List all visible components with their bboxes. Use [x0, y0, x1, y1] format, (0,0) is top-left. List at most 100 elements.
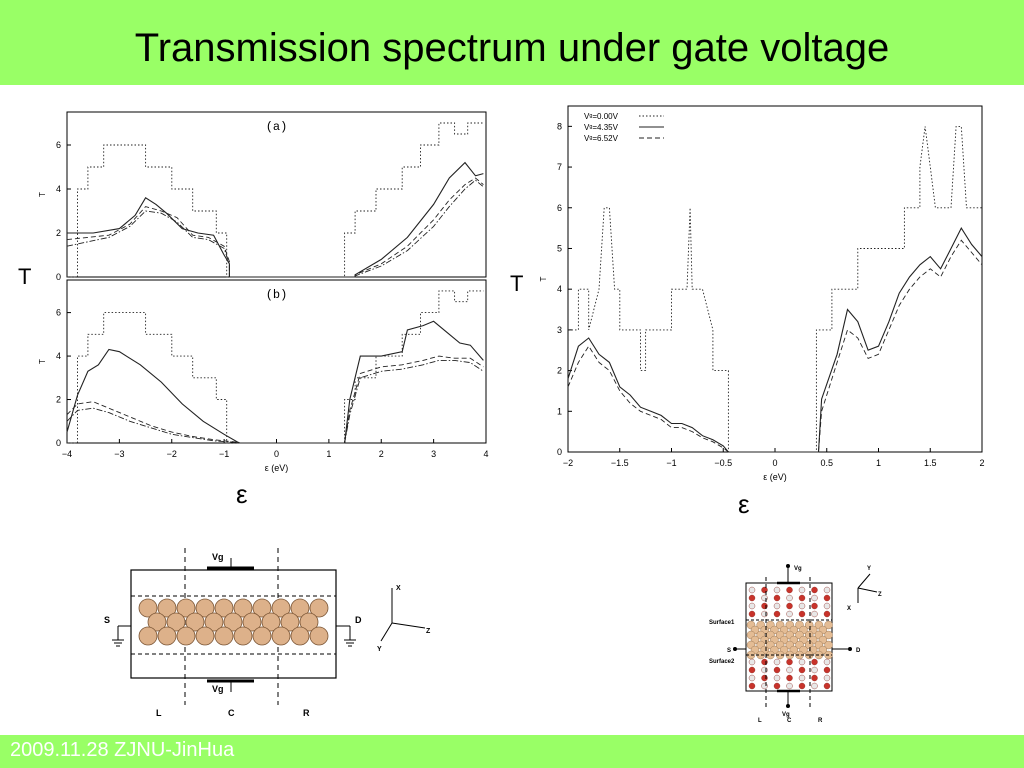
crystal-lattice	[746, 586, 833, 690]
x-tick-label: 2	[979, 458, 984, 468]
atom	[176, 598, 196, 618]
atom	[290, 626, 310, 646]
series-line-1	[567, 226, 983, 453]
lattice-atom-top	[786, 586, 793, 594]
lattice-atom-top	[798, 586, 806, 594]
x-tick-label: −4	[62, 449, 72, 459]
lattice-atom-middle	[824, 630, 833, 640]
x-tick-label: −3	[114, 449, 124, 459]
lattice-atom-bottom	[798, 666, 806, 674]
series-line-3	[66, 179, 484, 278]
y-axis-label: T	[38, 192, 47, 197]
y-tick-label: 4	[56, 184, 61, 194]
atom	[214, 598, 234, 618]
lattice-atom-top	[761, 602, 768, 610]
lattice-atom-top	[761, 610, 768, 618]
lattice-atom-bottom	[748, 658, 756, 666]
lattice-atom-top	[786, 594, 793, 602]
lattice-atom-middle	[824, 620, 833, 630]
x-tick-label: 1	[326, 449, 331, 459]
device-diagram-right: Vg Vg Surface1 Surface2 S D L C R Y Z X	[709, 564, 882, 724]
svg-text:Z: Z	[878, 592, 882, 598]
vg-top-label: Vg	[212, 552, 224, 562]
x-tick-label: 0	[772, 458, 777, 468]
svg-text:Y: Y	[377, 646, 382, 653]
device-diagram-left: Vg Vg S D L C R X Z Y	[104, 548, 431, 718]
lattice-atom-bottom	[823, 666, 831, 674]
chart-panel-a: 0 2 4 6 T (a)	[38, 111, 487, 282]
atom	[195, 626, 215, 646]
atom	[138, 626, 158, 646]
y-tick-label: 7	[557, 162, 562, 172]
plot-frame	[66, 111, 487, 278]
chart-right: 0 1 2 3 4 5 6 7 8 −2 −1.5 −1 −0.5 0 0.5 1 1.5 2 Tε (eV) Vᵍ=…	[539, 105, 985, 482]
legend-label-0: Vᵍ=0.00V	[584, 112, 619, 121]
atom	[147, 612, 167, 632]
legend-label-1: Vᵍ=4.35V	[584, 123, 619, 132]
lattice-atom-top	[761, 594, 768, 602]
atom	[280, 612, 300, 632]
atom	[138, 598, 158, 618]
series-line-0	[568, 125, 982, 453]
lattice-atom-top	[811, 586, 818, 594]
lattice-atom-bottom	[748, 682, 756, 690]
lattice-atom-bottom	[811, 674, 818, 682]
atom	[252, 626, 272, 646]
x-tick-label: 3	[431, 449, 436, 459]
atom	[271, 626, 291, 646]
y-tick-label: 3	[557, 325, 562, 335]
lattice-atom-bottom	[748, 674, 756, 682]
slide-title: Transmission spectrum under gate voltage	[134, 26, 890, 70]
atom	[271, 598, 291, 618]
surface2-label: Surface2	[709, 659, 735, 665]
svg-text:D: D	[856, 648, 861, 654]
lattice-atom-bottom	[798, 682, 806, 690]
y-axis-label: T	[539, 276, 548, 281]
svg-text:S: S	[727, 648, 731, 654]
y-tick-label: 1	[557, 406, 562, 416]
lattice-atom-middle	[824, 640, 833, 650]
series-line-2	[66, 177, 484, 278]
atom	[299, 612, 319, 632]
lattice-atom-bottom	[823, 682, 831, 690]
svg-text:X: X	[396, 585, 401, 592]
lattice-atom-bottom	[823, 658, 831, 666]
svg-text:R: R	[818, 718, 823, 724]
atom	[309, 626, 329, 646]
svg-text:L: L	[758, 718, 762, 724]
y-tick-label: 0	[56, 272, 61, 282]
y-tick-label: 6	[557, 203, 562, 213]
atom	[290, 598, 310, 618]
x-tick-label: −2	[563, 458, 573, 468]
y-axis-label: T	[38, 359, 47, 364]
lattice-atom-top	[761, 586, 768, 594]
source-label: S	[104, 615, 110, 625]
surface1-label: Surface1	[709, 620, 735, 626]
lattice-atom-top	[748, 594, 756, 602]
atom	[252, 598, 272, 618]
lattice-atom-bottom	[773, 682, 781, 690]
x-tick-label: 1.5	[924, 458, 937, 468]
y-tick-label: 6	[56, 308, 61, 318]
x-tick-label: 0.5	[820, 458, 833, 468]
lattice-atom-bottom	[773, 674, 781, 682]
y-tick-label: 2	[56, 395, 61, 405]
series-line-0	[67, 290, 484, 444]
right-epsilon-label: ε	[738, 489, 750, 519]
x-tick-label: −1.5	[611, 458, 629, 468]
y-tick-label: 2	[56, 228, 61, 238]
lattice-atom-top	[823, 602, 831, 610]
lattice-atom-bottom	[798, 674, 806, 682]
lattice-atom-top	[798, 610, 806, 618]
lattice-atom-top	[823, 586, 831, 594]
atom	[185, 612, 205, 632]
panel-label: (a)	[266, 120, 288, 134]
lattice-atom-bottom	[773, 666, 781, 674]
lattice-atom-top	[798, 602, 806, 610]
device-frame	[130, 569, 337, 679]
lattice-atom-top	[786, 610, 793, 618]
atom	[233, 598, 253, 618]
atom	[176, 626, 196, 646]
lattice-atom-top	[786, 602, 793, 610]
lattice-atom-top	[798, 594, 806, 602]
